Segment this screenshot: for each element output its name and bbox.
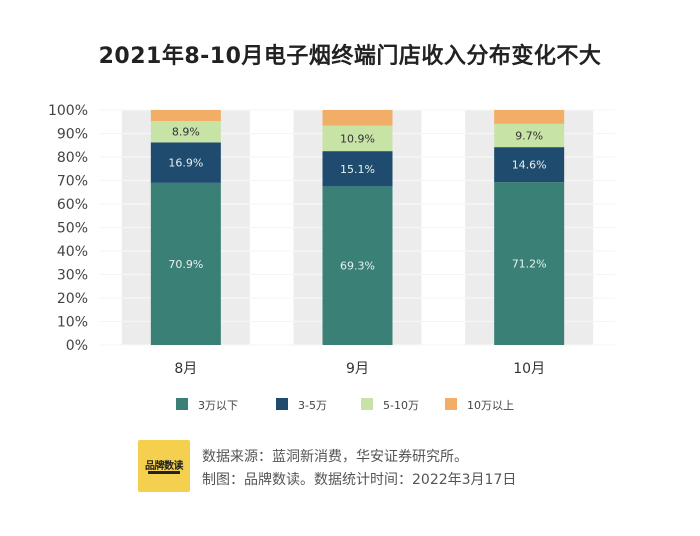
x-tick-label: 9月 (346, 361, 369, 377)
legend-label: 3万以下 (198, 399, 238, 412)
stacked-bar-chart: 0% 10% 20% 30% 40% 50% 60% 70% 80% 90% 100% 70.9% 16… (48, 103, 615, 412)
data-label: 16.9% (168, 157, 203, 170)
data-label: 8.9% (172, 126, 200, 139)
y-tick-label: 50% (57, 221, 88, 237)
bar-segment (150, 121, 221, 143)
chart-title: 2021年8-10月电子烟终端门店收入分布变化不大 (98, 44, 602, 69)
data-label: 70.9% (168, 258, 203, 271)
bar-segment (494, 110, 565, 124)
legend-label: 10万以上 (467, 399, 514, 412)
footer: 品牌数读 数据来源：蓝洞新消费，华安证券研究所。 制图：品牌数读。数据统计时间：… (138, 440, 618, 496)
chart-credit: 制图：品牌数读。数据统计时间：2022年3月17日 (202, 472, 517, 488)
data-label: 9.7% (515, 129, 543, 142)
bar-segment (322, 125, 393, 152)
brand-logo: 品牌数读 (138, 440, 190, 492)
data-label: 15.1% (340, 163, 375, 176)
legend-swatch (445, 398, 457, 410)
bar-segment (494, 123, 565, 148)
y-tick-label: 30% (57, 268, 88, 284)
y-tick-label: 40% (57, 244, 88, 260)
bar-segment (150, 182, 221, 345)
y-tick-label: 100% (48, 103, 88, 119)
legend-swatch (276, 398, 288, 410)
data-label: 10.9% (340, 132, 375, 145)
y-tick-label: 90% (57, 127, 88, 143)
x-tick-label: 8月 (174, 361, 197, 377)
y-tick-label: 60% (57, 197, 88, 213)
bar-segment (494, 147, 565, 183)
x-tick-label: 10月 (513, 361, 545, 377)
y-tick-label: 10% (57, 315, 88, 331)
data-label: 69.3% (340, 260, 375, 273)
y-tick-label: 0% (66, 338, 88, 354)
data-label: 14.6% (512, 159, 547, 172)
data-source: 数据来源：蓝洞新消费，华安证券研究所。 (202, 449, 468, 465)
legend-swatch (176, 398, 188, 410)
bar-segment (322, 151, 393, 187)
y-tick-label: 20% (57, 291, 88, 307)
legend-label: 5-10万 (383, 399, 419, 412)
bar-segment (150, 110, 221, 122)
legend-label: 3-5万 (298, 399, 327, 412)
brand-logo-underline (148, 471, 180, 474)
bar-segment (150, 142, 221, 183)
data-label: 71.2% (512, 258, 547, 271)
legend-swatch (361, 398, 373, 410)
brand-logo-text: 品牌数读 (145, 461, 184, 472)
bar-segment (322, 186, 393, 345)
bar-segment (494, 182, 565, 345)
bar-segment (322, 110, 393, 126)
y-tick-label: 80% (57, 150, 88, 166)
y-tick-label: 70% (57, 174, 88, 190)
